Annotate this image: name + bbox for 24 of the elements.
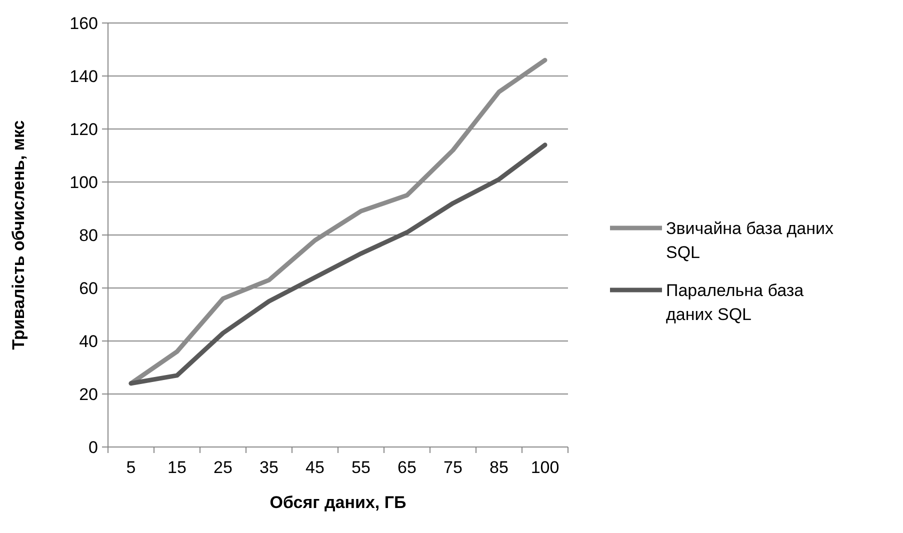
line-series xyxy=(128,142,548,386)
legend-label: Паралельна база даних SQL xyxy=(666,280,804,324)
y-tick-label: 140 xyxy=(70,66,98,86)
x-tick-label: 45 xyxy=(306,458,324,477)
y-tick-label: 0 xyxy=(88,438,98,457)
x-tick-label: 55 xyxy=(352,458,370,477)
x-tick-label: 5 xyxy=(126,458,136,477)
y-axis-title: Тривалість обчислень, мкс xyxy=(9,120,28,350)
y-tick-label: 40 xyxy=(79,332,98,351)
y-tick-label: 100 xyxy=(70,172,98,192)
x-tick-label: 65 xyxy=(398,458,416,477)
x-tick-label: 100 xyxy=(530,458,560,477)
x-tick-label: 35 xyxy=(260,458,278,477)
y-tick-label: 20 xyxy=(79,384,98,404)
x-tick-label: 75 xyxy=(444,458,462,477)
y-tick-label: 80 xyxy=(79,226,98,245)
x-axis-title: Обсяг даних, ГБ xyxy=(270,493,406,512)
x-tick-label: 15 xyxy=(168,458,186,477)
y-tick-label: 160 xyxy=(70,14,98,33)
y-tick-label: 120 xyxy=(70,120,98,139)
x-tick-label: 25 xyxy=(214,458,232,477)
legend-label: Звичайна база даних SQL xyxy=(666,218,834,262)
y-tick-label: 60 xyxy=(79,278,98,298)
x-tick-label: 85 xyxy=(490,458,508,477)
